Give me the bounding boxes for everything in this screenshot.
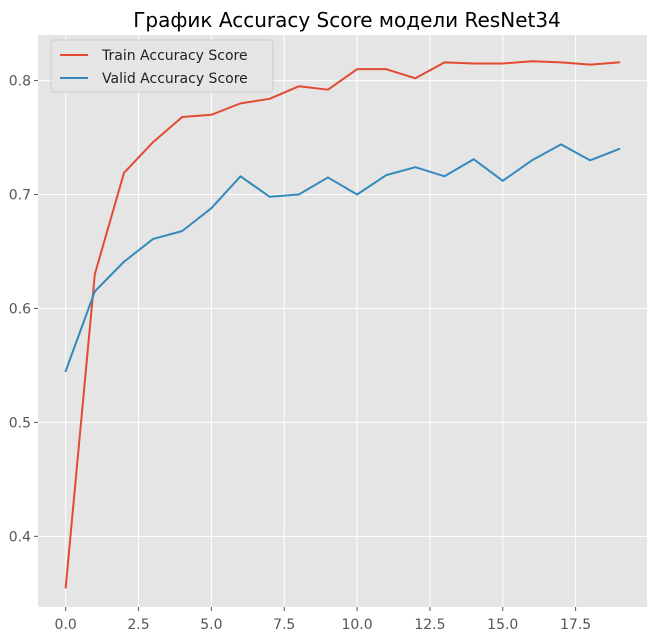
x-tick-label: 17.5 (560, 617, 591, 633)
series-lines (64, 60, 621, 589)
y-tick-label: 0.4 (9, 529, 31, 545)
train-accuracy-line (64, 60, 621, 589)
x-tick-label: 7.5 (273, 617, 295, 633)
x-tick-label: 15.0 (487, 617, 518, 633)
chart-title: График Accuracy Score модели ResNet34 (133, 8, 561, 32)
x-tick-label: 12.5 (414, 617, 445, 633)
x-tick-label: 10.0 (341, 617, 372, 633)
legend-valid-label: Valid Accuracy Score (102, 71, 248, 87)
plot-area (38, 35, 647, 607)
y-tick-label: 0.5 (9, 415, 31, 431)
y-tick-label: 0.6 (9, 301, 31, 317)
y-tick-label: 0.8 (9, 74, 31, 90)
legend-train-label: Train Accuracy Score (101, 48, 248, 64)
legend-box (50, 39, 274, 93)
y-tick-label: 0.7 (9, 188, 31, 204)
x-tick-label: 5.0 (200, 617, 222, 633)
x-tick-label: 0.0 (55, 617, 77, 633)
valid-accuracy-line (64, 143, 621, 373)
legend: Train Accuracy Score Valid Accuracy Scor… (50, 39, 274, 93)
x-tick-label: 2.5 (127, 617, 149, 633)
tick-labels: 0.0 2.5 5.0 7.5 10.0 12.5 15.0 17.5 0.4 0.5 0.6 0.7… (9, 74, 591, 633)
